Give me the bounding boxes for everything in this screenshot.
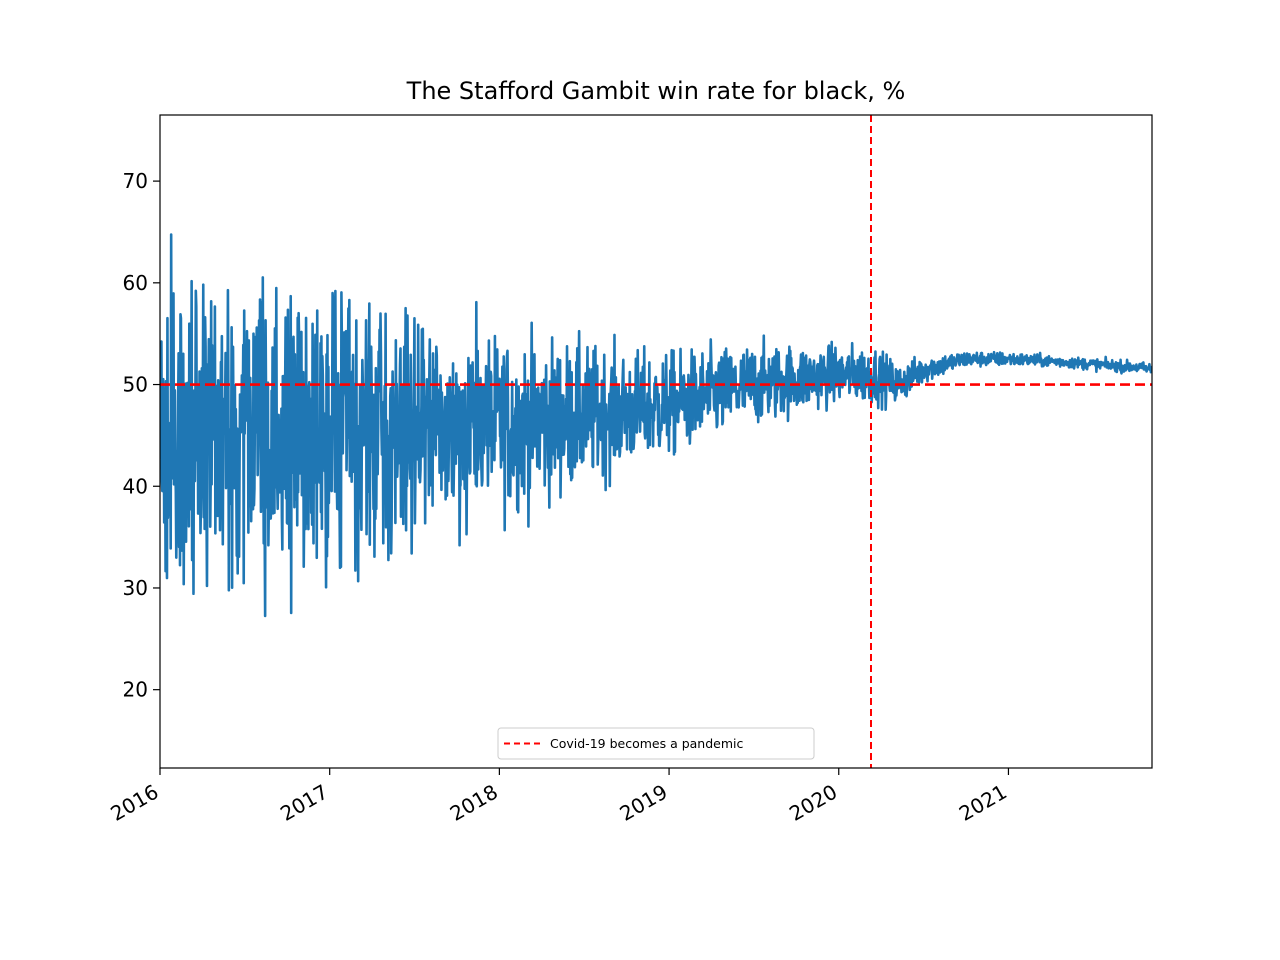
y-tick-label: 40 [123,474,148,498]
series-line-win-rate [160,233,1152,618]
y-tick-label: 20 [123,678,148,702]
series-layer [160,233,1152,618]
legend: Covid-19 becomes a pandemic [497,727,815,760]
y-tick-label: 60 [123,271,148,295]
legend-label: Covid-19 becomes a pandemic [550,736,743,751]
y-tick-label: 50 [123,373,148,397]
chart-title: The Stafford Gambit win rate for black, … [406,77,906,105]
y-axis: 20 30 40 50 60 70 [123,169,160,702]
y-tick-label: 70 [123,169,148,193]
plot-frame [159,114,1153,769]
reference-layer [160,115,1152,768]
y-tick-label: 30 [123,576,148,600]
legend-box [497,727,815,760]
